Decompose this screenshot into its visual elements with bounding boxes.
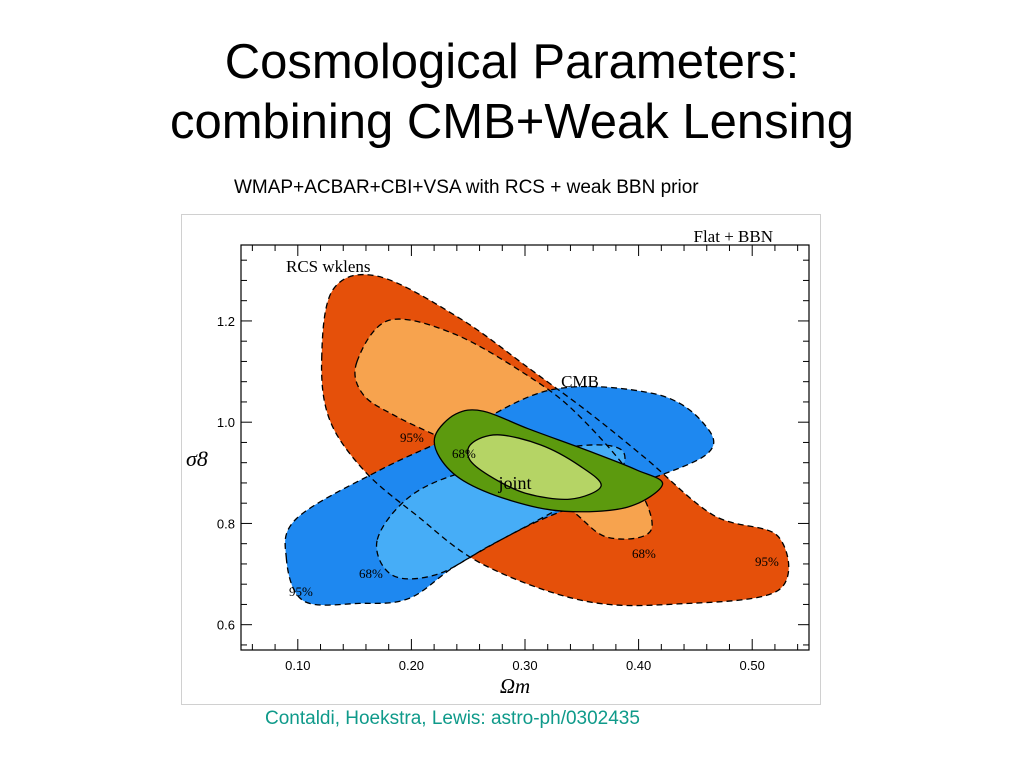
slide-title: Cosmological Parameters: combining CMB+W… (0, 32, 1024, 152)
contour-label-rcs-68: 68% (632, 546, 656, 561)
axis-tick-labels: 0.10 0.20 0.30 0.40 0.50 0.6 0.8 1.0 1.2 (217, 314, 765, 673)
joint-contour-68-outline (466, 434, 602, 500)
citation-caption: Contaldi, Hoekstra, Lewis: astro-ph/0302… (265, 708, 640, 729)
y-tick-label: 0.8 (217, 516, 235, 531)
slide-subtitle: WMAP+ACBAR+CBI+VSA with RCS + weak BBN p… (234, 177, 699, 198)
joint-series-label: joint (497, 473, 531, 493)
rcs-contour-68-outline (354, 318, 653, 540)
joint-contour-68-region (467, 434, 602, 500)
x-tick-label: 0.10 (285, 658, 310, 673)
rcs-series-label: RCS wklens (286, 257, 371, 276)
contour-lines (284, 273, 790, 607)
x-tick-label: 0.30 (512, 658, 537, 673)
y-tick-label: 1.2 (217, 314, 235, 329)
x-tick-label: 0.40 (626, 658, 651, 673)
x-tick-label: 0.50 (740, 658, 765, 673)
contour-label-joint-68: 68% (452, 446, 476, 461)
title-line-1: Cosmological Parameters: (224, 35, 800, 89)
contour-chart: 0.10 0.20 0.30 0.40 0.50 0.6 0.8 1.0 1.2 Flat + … (186, 227, 810, 698)
cmb-contour-95-outline (284, 385, 715, 606)
rcs-contour-95-outline (320, 273, 790, 607)
contour-label-joint-95: 95% (400, 430, 424, 445)
chart-title: Flat + BBN (694, 227, 774, 246)
joint-contour-95-outline (433, 409, 664, 513)
contour-figure: 0.10 0.20 0.30 0.40 0.50 0.6 0.8 1.0 1.2 Flat + … (181, 214, 821, 705)
title-line-2: combining CMB+Weak Lensing (169, 95, 855, 149)
y-tick-label: 0.6 (217, 618, 235, 633)
y-tick-label: 1.0 (217, 415, 235, 430)
cmb-contour-68-outline (375, 444, 626, 580)
x-tick-label: 0.20 (399, 658, 424, 673)
y-axis-label: σ8 (186, 446, 208, 471)
x-axis-label: Ωm (500, 674, 530, 698)
axis-ticks (241, 245, 809, 650)
cmb-series-label: CMB (561, 372, 599, 391)
contour-label-cmb-68: 68% (359, 566, 383, 581)
contour-label-rcs-95: 95% (755, 554, 779, 569)
joint-contours (433, 409, 664, 513)
contour-label-cmb-95: 95% (289, 584, 313, 599)
